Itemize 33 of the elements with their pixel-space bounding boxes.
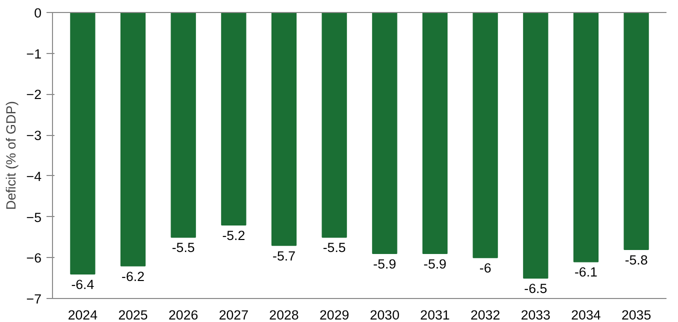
x-tick-label: 2030	[370, 308, 400, 322]
x-tick-label: 2032	[470, 308, 500, 322]
x-tick-label: 2034	[571, 308, 602, 322]
data-label: -5.9	[373, 256, 396, 272]
x-tick-label: 2025	[118, 308, 148, 322]
y-tick-label: −4	[26, 168, 42, 184]
x-tick-label: 2031	[420, 308, 450, 322]
x-tick-label: 2027	[218, 308, 249, 322]
data-label: -6.5	[524, 281, 548, 296]
y-tick-label: −7	[26, 292, 42, 306]
data-label: -6.1	[574, 264, 598, 280]
data-label: -5.9	[424, 256, 446, 272]
x-tick-label: 2028	[269, 308, 299, 322]
y-tick-label: −5	[26, 210, 42, 225]
y-tick-label: −2	[26, 87, 42, 102]
x-tick-label: 2029	[320, 308, 350, 322]
y-tick-label: 0	[34, 6, 42, 20]
data-label: -6.2	[122, 268, 145, 284]
data-label: -5.5	[322, 240, 346, 256]
x-tick-label: 2033	[520, 308, 550, 322]
y-tick-label: −6	[26, 250, 42, 266]
x-tick-label: 2026	[168, 308, 198, 322]
data-label: -6.4	[71, 276, 95, 292]
data-label: -6	[479, 260, 492, 276]
y-tick-label: −3	[26, 128, 42, 144]
data-label: -5.5	[172, 240, 195, 256]
data-label: -5.2	[222, 228, 246, 243]
x-tick-label: 2035	[621, 308, 652, 322]
data-label: -5.8	[624, 252, 648, 268]
y-axis-title: Deficit (% of GDP)	[3, 101, 18, 210]
data-label: -5.7	[272, 248, 296, 264]
x-tick-label: 2024	[68, 308, 98, 322]
y-tick-label: −1	[26, 46, 42, 62]
